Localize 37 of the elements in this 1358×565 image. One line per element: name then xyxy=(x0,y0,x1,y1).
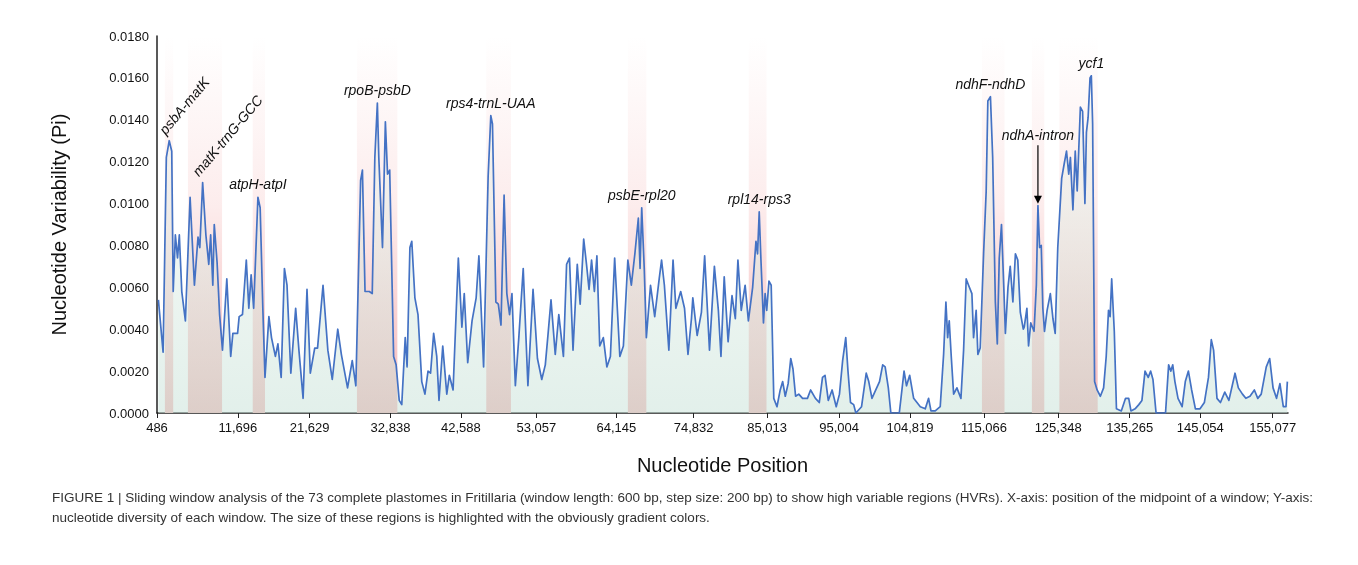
x-tick-label: 85,013 xyxy=(747,420,787,435)
x-tick-label: 64,145 xyxy=(596,420,637,435)
y-tick-label: 0.0180 xyxy=(109,28,149,44)
annotation: rpoB-psbD xyxy=(343,82,411,99)
x-tick-label: 74,832 xyxy=(673,420,714,435)
x-tick-label: 53,057 xyxy=(516,420,557,435)
x-tick-label: 115,066 xyxy=(960,420,1007,435)
annotation: rps4-trnL-UAA xyxy=(446,94,536,111)
y-tick-label: 0.0120 xyxy=(109,154,149,170)
y-tick-label: 0.0020 xyxy=(109,363,149,379)
annotation: psbE-rpl20 xyxy=(606,186,676,203)
x-tick-label: 104,819 xyxy=(886,420,934,435)
x-tick-label: 42,588 xyxy=(440,420,481,435)
x-tick-label: 486 xyxy=(146,420,168,435)
x-tick-label: 155,077 xyxy=(1249,420,1297,435)
caption: FIGURE 1 | Sliding window analysis of the 73 complete plastomes in Fritillaria (window length: 600 bp, step size: 200 bp) to show high variable regions (HVRs). X-axis: position of the midpoint of a window; Y-axis: nucleotide diversity of each window. The size of these regions is highlighted with the obviously gradient colors. xyxy=(52,489,1315,527)
annotation: ndhF-ndhD xyxy=(955,75,1026,92)
x-tick-label: 125,348 xyxy=(1034,420,1082,435)
annotation: ndhA-intron xyxy=(1001,127,1075,144)
x-tick-label: 32,838 xyxy=(370,420,411,435)
annotation: atpH-atpI xyxy=(229,176,287,193)
y-tick-label: 0.0040 xyxy=(109,321,149,337)
x-tick-label: 145,054 xyxy=(1176,420,1224,435)
x-tick-label: 95,004 xyxy=(819,420,860,435)
y-tick-label: 0.0000 xyxy=(109,405,149,421)
y-tick-label: 0.0100 xyxy=(109,196,149,212)
x-tick-label: 135,265 xyxy=(1106,420,1154,435)
x-tick-label: 21,629 xyxy=(289,420,330,435)
y-axis-title: Nucleotide Variability (Pi) xyxy=(48,113,70,336)
x-tick-label: 11,696 xyxy=(218,420,258,435)
y-tick-label: 0.0080 xyxy=(109,237,149,253)
annotation: ycf1 xyxy=(1077,54,1105,71)
x-axis-title: Nucleotide Position xyxy=(636,454,809,476)
y-tick-label: 0.0160 xyxy=(109,70,149,86)
y-tick-label: 0.0060 xyxy=(109,279,149,295)
annotation: rpl14-rps3 xyxy=(727,190,791,207)
y-tick-label: 0.0140 xyxy=(109,112,149,128)
